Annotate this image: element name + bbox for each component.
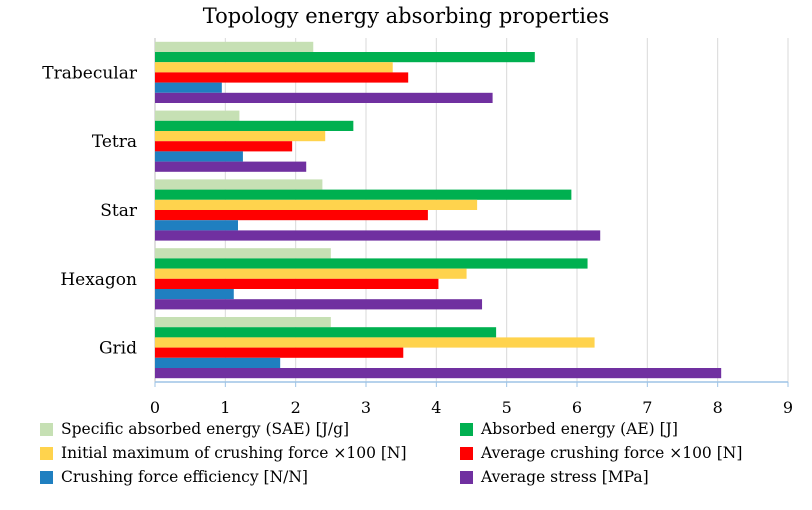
x-tick-label: 8 xyxy=(713,398,723,417)
legend-item: Average stress [MPa] xyxy=(460,468,800,486)
legend-label: Absorbed energy (AE) [J] xyxy=(481,420,678,438)
category-label: Trabecular xyxy=(42,63,138,83)
legend-swatch xyxy=(40,446,53,460)
legend-label: Initial maximum of crushing force ×100 [… xyxy=(61,444,407,462)
bar xyxy=(155,199,478,210)
legend-label: Average stress [MPa] xyxy=(481,468,649,486)
bar xyxy=(155,52,535,63)
x-tick-label: 6 xyxy=(572,398,582,417)
bar xyxy=(155,347,404,358)
bar xyxy=(155,268,467,279)
bar xyxy=(155,258,588,269)
bar xyxy=(155,289,234,300)
category-label: Grid xyxy=(99,339,137,359)
bar xyxy=(155,179,323,190)
bar xyxy=(155,317,331,328)
legend-label: Average crushing force ×100 [N] xyxy=(481,444,743,462)
bar xyxy=(155,368,722,379)
category-label: Star xyxy=(100,201,138,221)
bar xyxy=(155,278,439,289)
legend-swatch xyxy=(40,422,53,436)
x-tick-label: 7 xyxy=(642,398,652,417)
bar xyxy=(155,120,354,131)
bar xyxy=(155,299,483,310)
bar xyxy=(155,189,572,200)
legend-swatch xyxy=(460,446,473,460)
category-label: Hexagon xyxy=(60,270,137,290)
bar xyxy=(155,62,393,73)
legend-swatch xyxy=(40,470,53,484)
legend-item: Specific absorbed energy (SAE) [J/g] xyxy=(40,420,460,438)
x-tick-label: 0 xyxy=(150,398,160,417)
bar xyxy=(155,131,326,142)
bar xyxy=(155,92,493,103)
bar xyxy=(155,337,595,348)
bar xyxy=(155,151,243,162)
bar xyxy=(155,72,409,83)
legend: Specific absorbed energy (SAE) [J/g] Abso… xyxy=(40,420,800,486)
bar xyxy=(155,248,331,259)
category-label: Tetra xyxy=(92,132,137,152)
legend-item: Initial maximum of crushing force ×100 [… xyxy=(40,444,460,462)
legend-swatch xyxy=(460,422,473,436)
x-tick-label: 9 xyxy=(783,398,793,417)
bar xyxy=(155,41,314,52)
legend-item: Crushing force efficiency [N/N] xyxy=(40,468,460,486)
bar xyxy=(155,357,281,368)
x-tick-label: 5 xyxy=(502,398,512,417)
legend-item: Absorbed energy (AE) [J] xyxy=(460,420,800,438)
bar xyxy=(155,141,293,152)
x-tick-label: 1 xyxy=(220,398,230,417)
bar xyxy=(155,210,428,221)
bar xyxy=(155,230,601,241)
legend-label: Crushing force efficiency [N/N] xyxy=(61,468,308,486)
x-tick-label: 2 xyxy=(291,398,301,417)
chart-title: Topology energy absorbing properties xyxy=(202,4,610,28)
bar xyxy=(155,327,497,338)
bar xyxy=(155,110,240,121)
bar-chart: Trabecular Tetra Star Hexagon Grid 0 1 2 3 4 5 6 7 8 9 xyxy=(42,38,793,417)
bar xyxy=(155,82,222,93)
bar xyxy=(155,161,307,172)
x-tick-label: 4 xyxy=(431,398,441,417)
legend-label: Specific absorbed energy (SAE) [J/g] xyxy=(61,420,350,438)
legend-swatch xyxy=(460,470,473,484)
x-tick-label: 3 xyxy=(361,398,371,417)
legend-item: Average crushing force ×100 [N] xyxy=(460,444,800,462)
bar xyxy=(155,220,238,231)
